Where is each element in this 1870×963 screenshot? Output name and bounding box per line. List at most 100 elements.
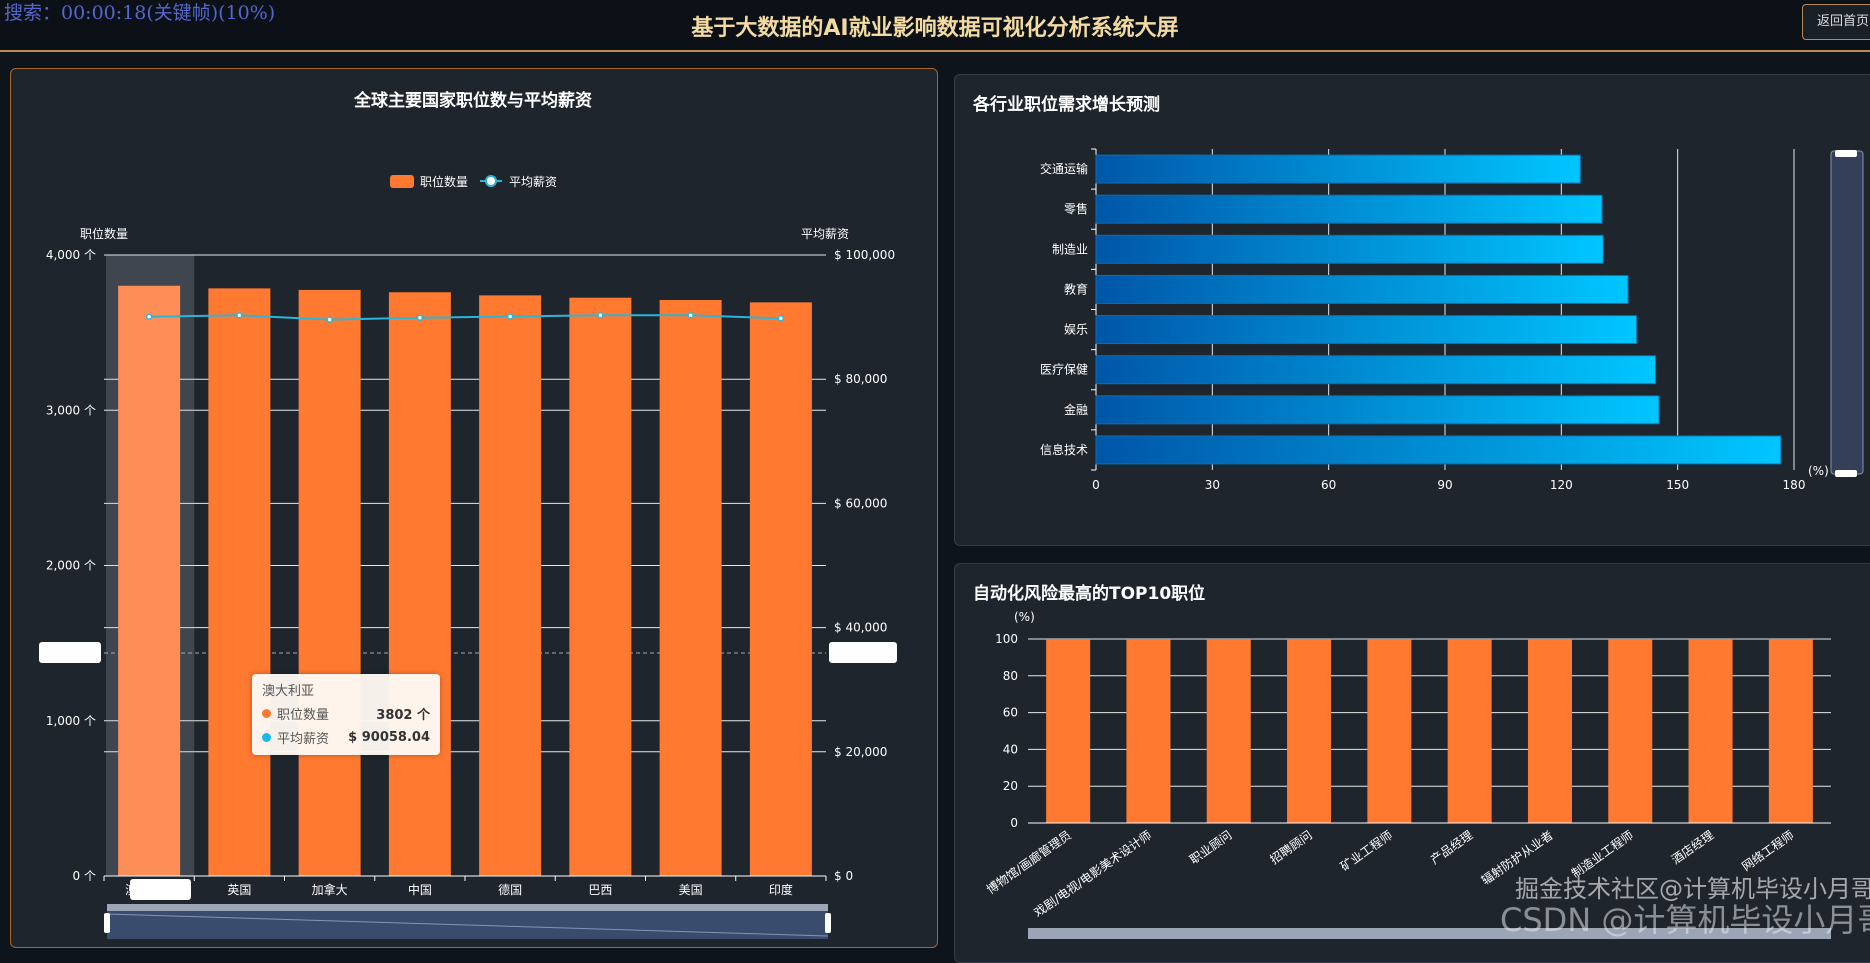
y-axis-unit: (%) [1014,610,1035,624]
salary-point-印度[interactable] [777,315,785,322]
cyan-dot-icon [262,733,271,742]
bar-娱乐[interactable] [1095,315,1638,345]
country-chart-title: 全球主要国家职位数与平均薪资 [354,91,592,111]
bar-产品经理[interactable] [1447,639,1492,823]
datazoom-handle-left[interactable] [104,913,110,933]
salary-point-英国[interactable] [236,311,243,319]
x-tick-label: 印度 [769,882,793,897]
y-axis-name-left: 职位数量 [80,226,128,241]
x-tick-label: 制造业工程师 [1568,827,1636,881]
salary-line [149,314,781,321]
y-tick-label-left: 0 个 [73,869,96,883]
x-tick-label: 矿业工程师 [1337,827,1395,874]
salary-point-加拿大[interactable] [326,316,333,323]
legend-line-icon[interactable] [485,175,497,187]
risk-chart-title: 自动化风险最高的TOP10职位 [973,584,1206,604]
tooltip-row-salary: 平均薪资 $ 90058.04 [262,728,430,747]
bar-中国[interactable] [388,292,451,876]
industry-chart-title: 各行业职位需求增长预测 [973,95,1160,115]
bar-澳大利亚[interactable] [118,285,181,876]
y-tick-label-right: $ 100,000 [834,248,895,262]
axis-pointer-label-x [130,879,191,900]
y-tick-label: 80 [1003,669,1018,683]
x-tick-label: 职业顾问 [1187,828,1234,867]
back-home-button[interactable]: 返回首页 [1802,4,1870,40]
legend-label[interactable]: 职位数量 [420,174,468,189]
header: 搜索：00:00:18(关键帧)(10%) 基于大数据的AI就业影响数据可视化分… [0,0,1870,52]
bar-加拿大[interactable] [298,289,361,876]
bar-德国[interactable] [479,295,542,876]
bar-招聘顾问[interactable] [1287,639,1332,823]
bar-印度[interactable] [749,302,812,876]
x-tick-label: 产品经理 [1428,828,1475,867]
legend-label[interactable]: 平均薪资 [509,175,557,189]
y-tick-label-right: $ 0 [834,869,853,883]
y-tick-label: 60 [1003,706,1018,720]
bar-制造业[interactable] [1095,234,1604,264]
bar-网络工程师[interactable] [1768,639,1813,823]
tooltip-row-jobs: 职位数量 3802 个 [262,704,430,723]
bar-零售[interactable] [1095,194,1603,224]
y-tick-label: 交通运输 [1040,161,1088,176]
y-tick-label: 教育 [1064,281,1088,296]
y-tick-label-right: $ 80,000 [834,372,887,386]
bar-辐射防护从业者[interactable] [1527,639,1572,823]
legend-bar-icon[interactable] [390,175,414,188]
x-tick-label: 150 [1666,478,1689,492]
y-tick-label: 医疗保健 [1040,363,1088,377]
industry-growth-panel [954,74,1870,546]
x-tick-label: 加拿大 [312,882,348,897]
y-tick-label-right: $ 20,000 [834,745,887,759]
bar-信息技术[interactable] [1095,435,1782,465]
x-tick-label: 0 [1092,478,1100,492]
y-tick-label-left: 2,000 个 [46,559,96,573]
x-tick-label: 英国 [227,883,251,897]
bar-戏剧/电视/电影美术设计师[interactable] [1126,639,1171,823]
bar-博物馆/画廊管理员[interactable] [1046,639,1091,823]
datazoom-handle-top[interactable] [1835,150,1857,157]
bar-医疗保健[interactable] [1095,355,1657,385]
datazoom-bar[interactable] [1028,928,1831,939]
datazoom-handle-bottom[interactable] [1835,470,1857,477]
salary-point-美国[interactable] [687,311,694,319]
x-axis-unit: (%) [1808,464,1829,478]
datazoom-handle-right[interactable] [825,913,831,933]
bar-巴西[interactable] [569,297,632,877]
search-overlay-text: 搜索：00:00:18(关键帧)(10%) [4,2,276,24]
x-tick-label: 美国 [679,883,703,897]
y-tick-label: 100 [995,632,1018,646]
y-tick-label: 0 [1010,816,1018,830]
axis-pointer-label-right [829,642,897,663]
x-tick-label: 180 [1783,478,1806,492]
x-tick-label: 酒店经理 [1669,828,1716,867]
y-tick-label-right: $ 60,000 [834,496,887,510]
bar-矿业工程师[interactable] [1367,639,1412,823]
x-tick-label: 90 [1437,478,1452,492]
y-axis-name-right: 平均薪资 [801,227,849,241]
salary-point-中国[interactable] [416,314,424,321]
y-tick-label-left: 1,000 个 [46,714,96,728]
salary-point-德国[interactable] [506,313,514,320]
y-tick-label: 制造业 [1052,242,1088,256]
axis-pointer-label-left [39,642,101,663]
watermark-juejin: 掘金技术社区@计算机毕设小月哥 [1515,875,1870,903]
bar-教育[interactable] [1095,274,1629,304]
bar-职业顾问[interactable] [1206,639,1251,823]
bar-金融[interactable] [1095,395,1660,425]
bar-交通运输[interactable] [1095,154,1581,184]
bar-英国[interactable] [208,288,271,876]
chart-tooltip: 澳大利亚 职位数量 3802 个 平均薪资 $ 90058.04 [252,674,440,755]
bar-酒店经理[interactable] [1688,639,1733,823]
datazoom-bar[interactable] [107,904,828,911]
bar-制造业工程师[interactable] [1608,639,1653,823]
bar-美国[interactable] [659,300,722,877]
tooltip-value: $ 90058.04 [348,730,430,745]
y-tick-label: 娱乐 [1064,323,1088,337]
salary-point-澳大利亚[interactable] [145,313,153,320]
salary-point-巴西[interactable] [597,311,604,319]
tooltip-label: 职位数量 [277,708,330,723]
tooltip-label: 平均薪资 [277,732,330,747]
